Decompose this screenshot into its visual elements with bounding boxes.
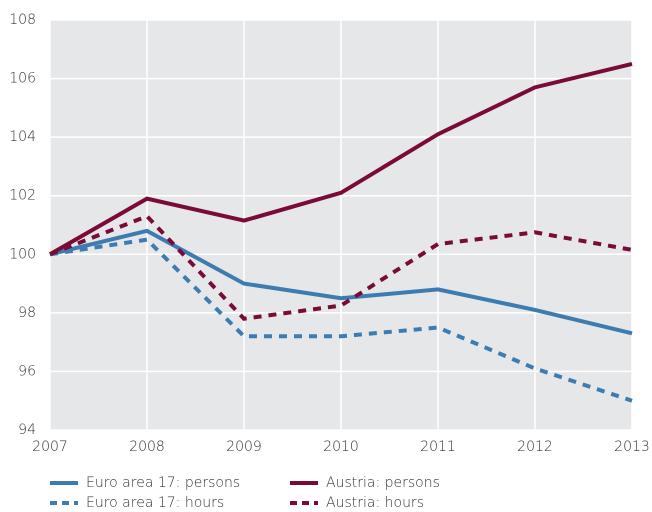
y-tick-label: 98 [18,305,36,321]
x-tick-label: 2012 [517,439,553,455]
y-tick-label: 100 [9,246,36,262]
x-tick-label: 2008 [129,439,165,455]
x-tick-label: 2011 [420,439,456,455]
series-line [49,237,633,403]
y-tick-label: 106 [9,71,36,87]
y-tick-label: 104 [9,129,36,145]
x-tick-label: 2007 [32,439,68,455]
legend-label: Euro area 17: persons [86,475,240,491]
x-tick-label: 2010 [323,439,359,455]
y-tick-label: 94 [18,422,36,438]
legend-label: Austria: hours [326,495,424,511]
legend-label: Austria: persons [326,475,440,491]
y-tick-label: 102 [9,188,36,204]
legend-label: Euro area 17: hours [86,495,224,511]
y-tick-label: 108 [9,12,36,28]
x-tick-label: 2013 [614,439,650,455]
series-line [49,213,633,321]
x-tick-label: 2009 [226,439,262,455]
series-line [49,61,633,257]
series-line [49,228,633,336]
y-tick-label: 96 [18,363,36,379]
